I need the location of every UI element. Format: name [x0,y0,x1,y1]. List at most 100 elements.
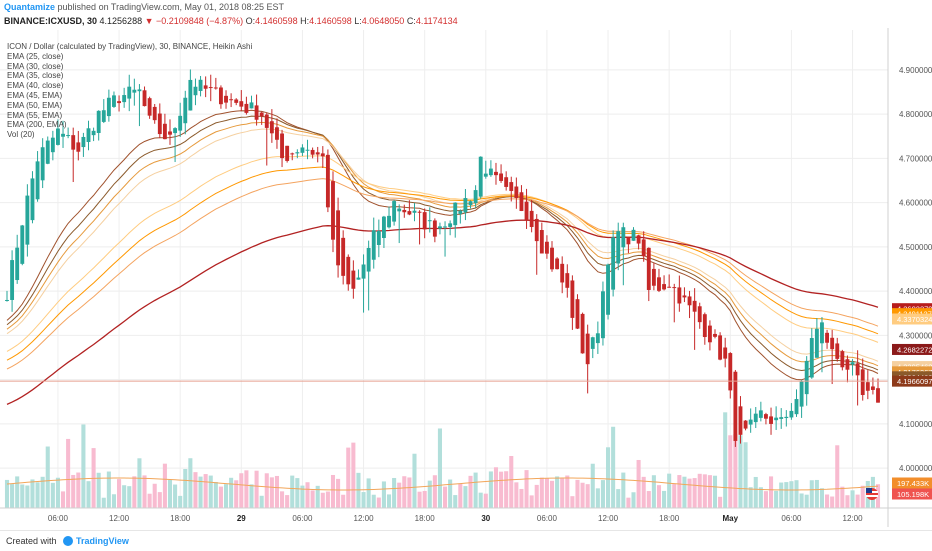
candle-body [448,223,453,227]
legend-item-ema-25[interactable]: EMA (25, close) [7,51,64,61]
volume-bar [504,471,509,508]
candle-body [86,128,91,143]
volume-bar [687,478,692,508]
candle-body [743,420,748,429]
candle-body [45,140,50,164]
volume-bar [81,424,86,508]
candle-body [366,247,371,272]
legend-item-ema-45[interactable]: EMA (45, EMA) [7,90,63,100]
volume-bar [290,475,295,508]
candle-body [855,363,860,376]
volume-bar [611,426,616,508]
x-tick-label: 06:00 [48,514,69,523]
candle-body [473,190,478,204]
candle-body [662,284,667,290]
volume-bar [600,480,605,508]
candle-body [249,102,254,109]
volume-bar [549,480,555,508]
y-tick-label: 4.9000000 [899,66,932,75]
volume-bar [66,438,71,508]
volume-bar [519,488,524,508]
legend-item-ema-40[interactable]: EMA (40, close) [7,81,64,91]
legend-item-ema-200[interactable]: EMA (200, EMA) [7,120,67,130]
candles [5,69,880,447]
volume-bar [376,497,381,508]
candle-body [331,181,335,240]
volume-bar [585,484,590,508]
candle-body [275,127,279,140]
us-flag-icon[interactable] [866,488,878,500]
volume-bar [860,485,865,508]
candle-body [229,99,234,101]
legend-item-ema-30[interactable]: EMA (30, close) [7,61,64,71]
volume-bar [488,471,493,508]
volume-bar [300,485,305,508]
candle-body [590,337,595,349]
volume-bar [254,470,259,508]
candle-body [488,168,493,176]
volume-bar [249,484,254,508]
candle-body [381,216,386,238]
volume-bar [682,476,687,508]
candle-body [290,153,295,155]
candle-body [300,147,305,153]
candle-body [432,220,437,237]
volume-bar [50,482,55,508]
price-chart[interactable]: 4.9000000 4.8000000 4.7000000 4.6000000 4.50… [0,28,932,530]
candle-body [804,360,809,395]
y-tick-label: 4.0000000 [899,464,932,473]
candle-body [5,299,9,301]
volume-bar [10,484,15,508]
price-scale-label: 4.2682272 [897,345,932,354]
volume-bar [30,479,35,508]
candle-body [580,313,585,354]
brand-quantamize[interactable]: Quantamize [4,2,56,12]
candle-body [208,87,213,89]
candle-body [555,258,560,270]
legend-item-volume[interactable]: Vol (20) [7,130,35,140]
candle-body [122,95,127,103]
volume-bar [794,480,799,508]
candle-body [412,210,417,213]
volume-bar [784,482,789,508]
volume-bar [799,493,804,508]
volume-bar [483,493,488,508]
volume-bar [524,470,529,508]
volume-bar [269,477,274,508]
candle-body [814,328,819,358]
volume-bar [422,490,427,508]
footer: Created with TradingView [0,530,932,550]
candle-body [626,237,631,245]
volume-bar [392,477,397,508]
volume-bar [575,479,580,508]
candle-body [769,416,773,424]
volume-bar [71,474,76,508]
volume-bar [631,492,636,508]
x-tick-label: 30 [481,514,490,523]
legend-item-ema-50[interactable]: EMA (50, EMA) [7,100,63,110]
legend-item-ema-35[interactable]: EMA (35, close) [7,71,64,81]
symbol-name[interactable]: BINANCE:ICXUSD, 30 [4,16,98,26]
candle-body [524,201,529,221]
legend-item-ema-55[interactable]: EMA (55, EMA) [7,110,63,120]
volume-bar [330,474,336,508]
candle-body [830,337,835,350]
volume-bar [651,475,656,508]
volume-bar [4,479,10,508]
volume-bar [723,412,728,508]
volume-bar [356,472,361,508]
volume-bar [167,479,173,508]
candle-body [529,210,534,227]
candle-body [407,211,412,215]
candle-body [539,230,544,254]
volume-bar [570,496,575,508]
legend-title: ICON / Dollar (calculated by TradingView… [7,42,253,51]
candle-body [789,410,794,418]
candle-body [264,114,269,128]
candle-body [483,173,488,177]
volume-bar [835,445,840,508]
low-value: 4.0648050 [361,16,405,26]
tradingview-brand[interactable]: TradingView [76,536,129,546]
tradingview-logo-icon[interactable] [63,535,74,546]
volume-bar [173,484,178,508]
